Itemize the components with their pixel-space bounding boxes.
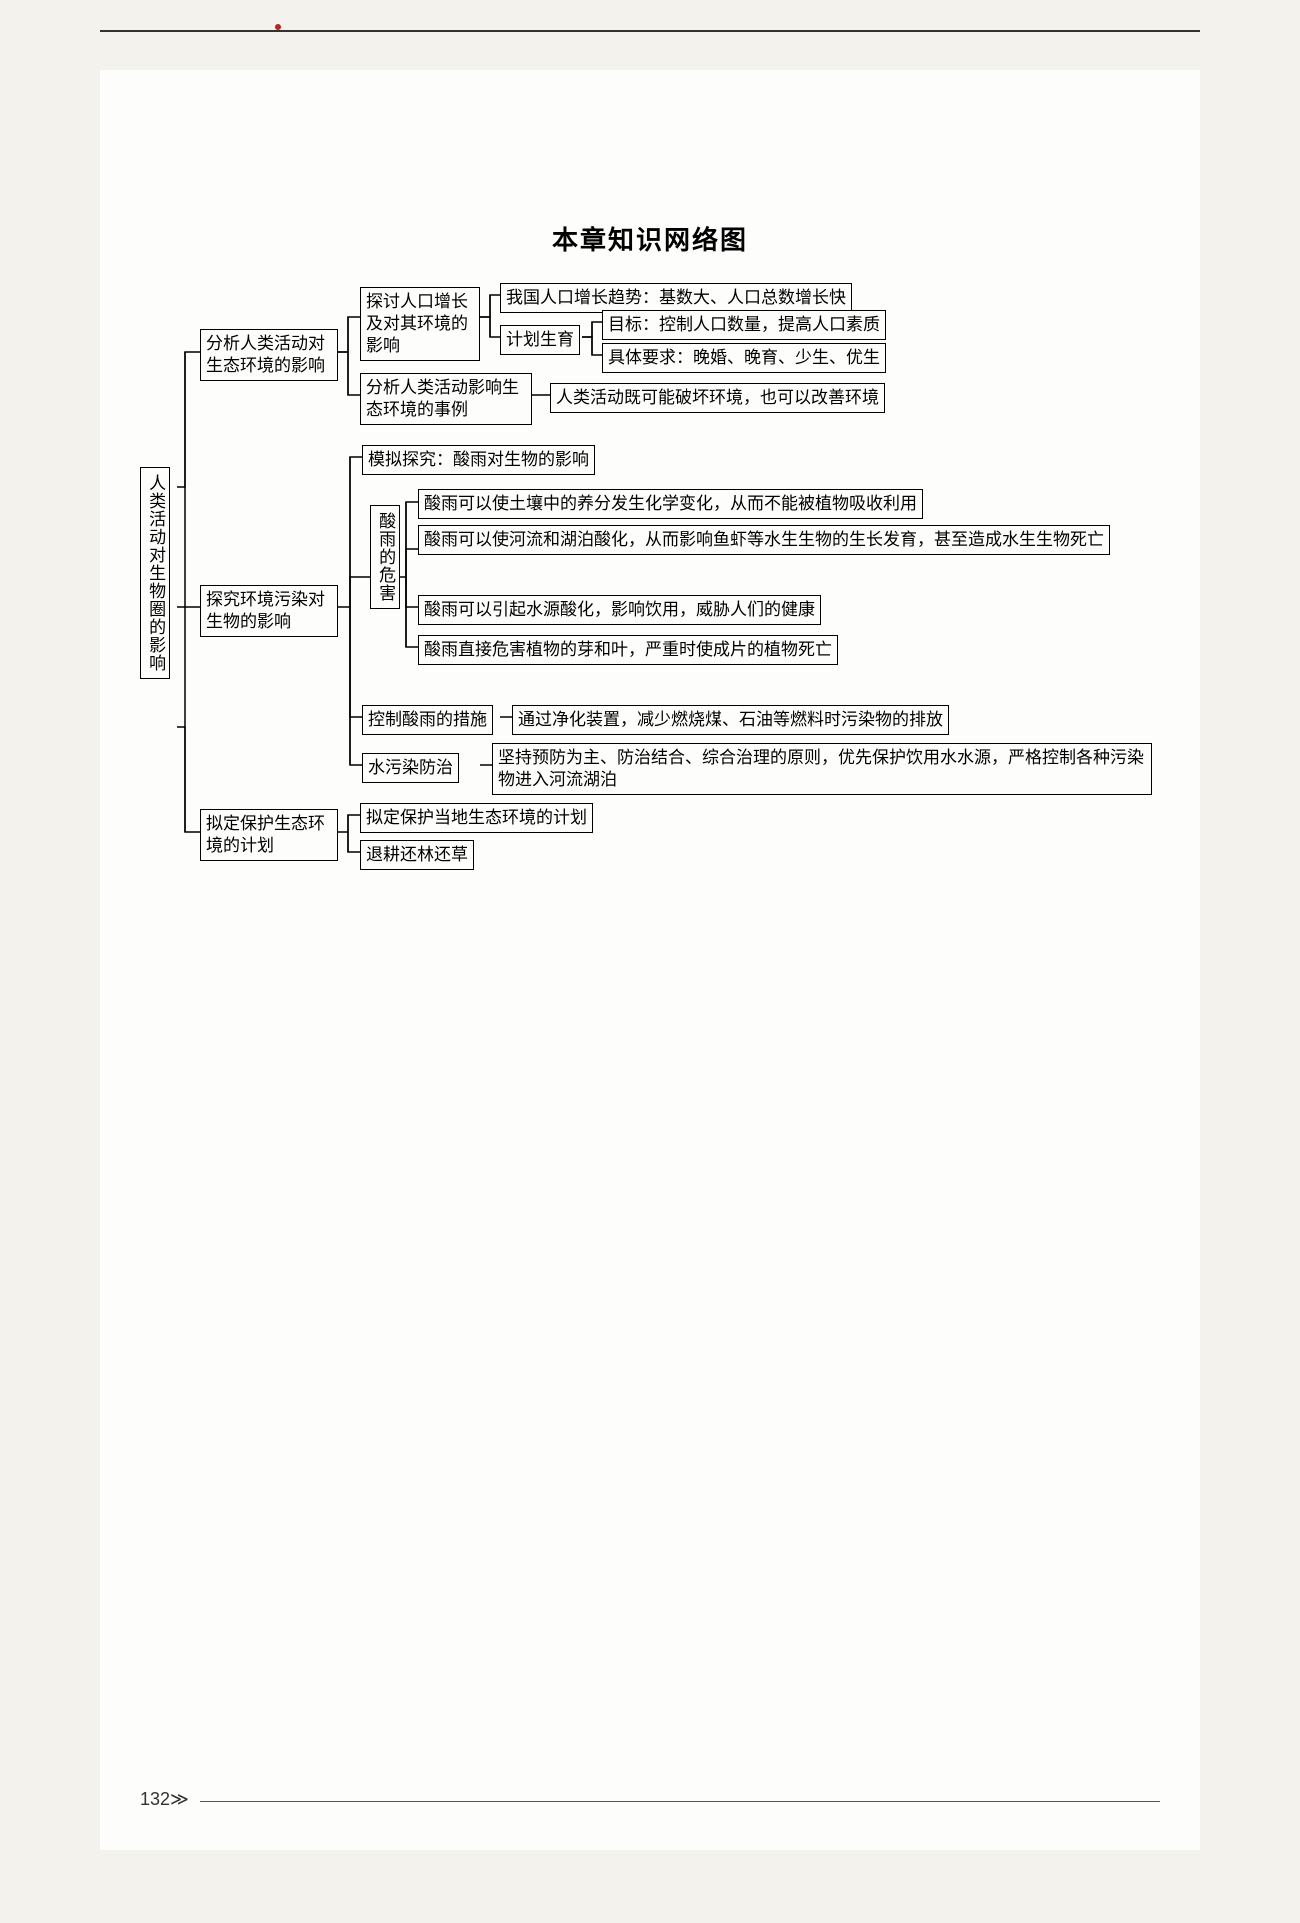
branch-2b-item-3: 酸雨直接危害植物的芽和叶，严重时使成片的植物死亡 xyxy=(418,635,838,665)
red-dot-icon xyxy=(275,24,281,30)
top-rule xyxy=(100,30,1200,32)
root-node: 人类活动对生物圈的影响 xyxy=(140,467,170,679)
branch-1a1: 我国人口增长趋势：基数大、人口总数增长快 xyxy=(500,283,852,313)
branch-2: 探究环境污染对生物的影响 xyxy=(200,585,338,637)
branch-1a2: 计划生育 xyxy=(500,325,580,355)
branch-1a2b: 具体要求：晚婚、晚育、少生、优生 xyxy=(602,343,886,373)
branch-3b: 退耕还林还草 xyxy=(360,840,474,870)
branch-2b: 酸雨的危害 xyxy=(370,505,400,609)
branch-3: 拟定保护生态环境的计划 xyxy=(200,809,338,861)
branch-2d: 水污染防治 xyxy=(362,753,459,783)
page-number-arrows-icon: ≫ xyxy=(170,1789,187,1809)
branch-1b-child: 人类活动既可能破坏环境，也可以改善环境 xyxy=(550,383,885,413)
chapter-title: 本章知识网络图 xyxy=(130,220,1170,257)
branch-2d-child: 坚持预防为主、防治结合、综合治理的原则，优先保护饮用水水源，严格控制各种污染物进… xyxy=(492,743,1152,795)
branch-2b-item-1: 酸雨可以使河流和湖泊酸化，从而影响鱼虾等水生生物的生长发育，甚至造成水生生物死亡 xyxy=(418,525,1110,555)
branch-1a2a: 目标：控制人口数量，提高人口素质 xyxy=(602,310,886,340)
branch-1: 分析人类活动对生态环境的影响 xyxy=(200,329,338,381)
page-container: 本章知识网络图 xyxy=(100,70,1200,1850)
branch-2a: 模拟探究：酸雨对生物的影响 xyxy=(362,445,595,475)
branch-2c: 控制酸雨的措施 xyxy=(362,705,493,735)
branch-2c-child: 通过净化装置，减少燃烧煤、石油等燃料时污染物的排放 xyxy=(512,705,949,735)
branch-1a: 探讨人口增长及对其环境的影响 xyxy=(360,287,480,361)
knowledge-network-diagram: 人类活动对生物圈的影响 分析人类活动对生态环境的影响 探讨人口增长及对其环境的影… xyxy=(140,287,1180,927)
branch-2b-item-2: 酸雨可以引起水源酸化，影响饮用，威胁人们的健康 xyxy=(418,595,821,625)
branch-3a: 拟定保护当地生态环境的计划 xyxy=(360,803,593,833)
branch-2b-item-0: 酸雨可以使土壤中的养分发生化学变化，从而不能被植物吸收利用 xyxy=(418,489,923,519)
page-number-value: 132 xyxy=(140,1789,170,1809)
branch-1b: 分析人类活动影响生态环境的事例 xyxy=(360,373,532,425)
footer-rule xyxy=(200,1801,1160,1802)
page-number: 132≫ xyxy=(140,1789,187,1810)
